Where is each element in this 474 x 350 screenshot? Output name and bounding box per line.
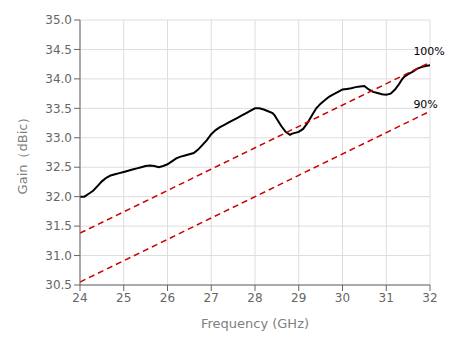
svg-text:31.0: 31.0 [45,249,72,263]
svg-text:100%: 100% [413,45,444,58]
svg-text:25: 25 [116,291,131,305]
svg-text:31: 31 [379,291,394,305]
svg-text:28: 28 [247,291,262,305]
svg-text:26: 26 [160,291,175,305]
svg-text:32.0: 32.0 [45,190,72,204]
svg-text:34.5: 34.5 [45,43,72,57]
svg-text:30.5: 30.5 [45,278,72,292]
svg-text:31.5: 31.5 [45,219,72,233]
svg-text:30: 30 [335,291,350,305]
svg-text:32: 32 [422,291,437,305]
svg-text:Frequency (GHz): Frequency (GHz) [201,316,309,331]
svg-text:33.5: 33.5 [45,102,72,116]
svg-text:90%: 90% [413,98,437,111]
svg-text:32.5: 32.5 [45,160,72,174]
svg-text:27: 27 [204,291,219,305]
svg-text:35.0: 35.0 [45,13,72,27]
svg-text:Gain（dBic）: Gain（dBic） [15,111,30,195]
svg-text:24: 24 [72,291,87,305]
svg-text:29: 29 [291,291,306,305]
svg-text:34.0: 34.0 [45,72,72,86]
svg-text:33.0: 33.0 [45,131,72,145]
